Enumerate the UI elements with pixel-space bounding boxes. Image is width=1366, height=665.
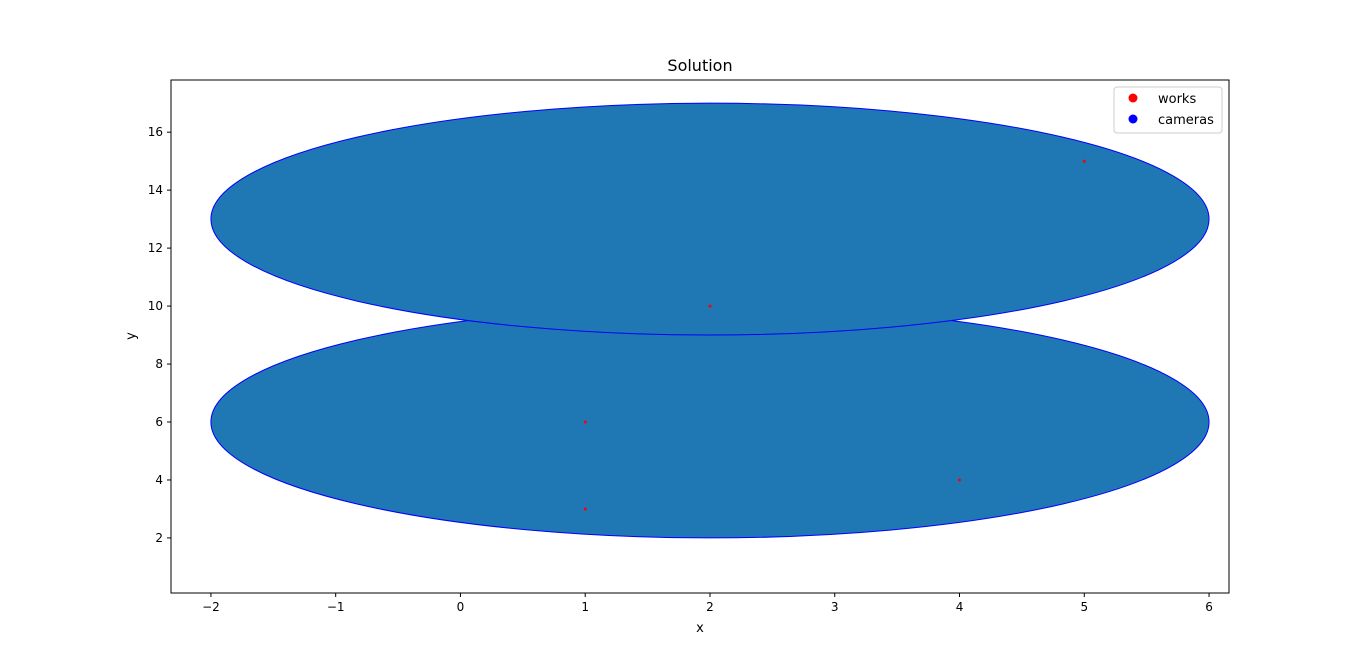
work-point-1 [583,507,587,511]
work-point-5 [1082,159,1086,163]
legend-box [1113,86,1223,134]
x-axis: −2 −1 0 1 2 3 4 5 6 [202,593,1213,614]
x-tick-label: 3 [831,600,839,614]
y-tick-label: 10 [148,299,163,313]
y-tick-label: 8 [155,357,163,371]
y-tick-label: 16 [148,125,163,139]
work-point-3 [708,304,712,308]
x-tick-label: 1 [581,600,589,614]
y-tick-label: 2 [155,531,163,545]
y-axis-label: y [124,332,139,340]
x-tick-label: 6 [1205,600,1213,614]
work-point-2 [583,420,587,424]
x-tick-label: 4 [956,600,964,614]
legend-label-works: works [1158,92,1196,107]
work-point-4 [958,478,962,482]
camera-coverage-layer [210,102,1210,539]
legend-label-cameras: cameras [1158,113,1214,128]
y-tick-label: 12 [148,241,163,255]
x-tick-label: 2 [706,600,714,614]
legend: works cameras [1113,86,1223,134]
y-axis: 2 4 6 8 10 12 14 16 [148,125,171,545]
y-tick-label: 4 [155,473,163,487]
y-tick-label: 6 [155,415,163,429]
x-axis-label: x [696,621,704,636]
legend-marker-works [1128,93,1138,103]
plot-frame [170,79,1230,594]
legend-marker-cameras [1128,114,1138,124]
camera-coverage-1 [210,305,1210,539]
x-tick-label: −1 [327,600,345,614]
y-tick-label: 14 [148,183,163,197]
work-points-layer [583,159,1086,511]
x-tick-label: 5 [1080,600,1088,614]
x-tick-label: −2 [202,600,220,614]
camera-coverage-2 [210,102,1210,336]
x-tick-label: 0 [457,600,465,614]
chart-title: Solution [667,56,732,75]
